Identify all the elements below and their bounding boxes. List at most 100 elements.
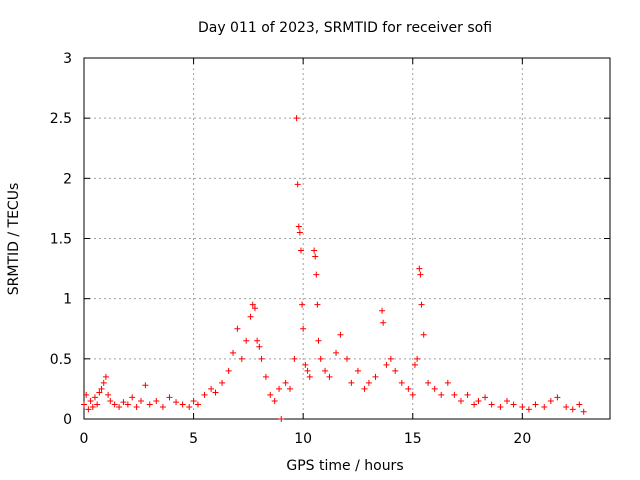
x-tick-label: 5 [189,431,198,447]
data-point [337,331,344,338]
data-point [438,391,445,398]
data-point [194,401,201,408]
data-point [519,403,526,410]
data-point [488,401,495,408]
data-point [312,253,319,260]
data-point [379,307,386,314]
data-point [91,394,98,401]
x-axis-label: GPS time / hours [286,458,403,474]
data-point [291,355,298,362]
data-point [282,379,289,386]
data-point [89,403,96,410]
data-point [333,349,340,356]
data-point [133,403,140,410]
data-point [81,401,87,408]
data-point [326,373,333,380]
y-axis: 0 0.5 1 1.5 2 2.5 3 [50,51,610,428]
data-point [94,401,101,408]
data-point [287,385,294,392]
data-point [405,385,412,392]
data-point [249,301,256,308]
data-point [107,397,114,404]
data-point [361,385,368,392]
data-point [398,379,405,386]
data-point [278,416,285,422]
data-point [98,385,105,392]
data-point [416,265,423,272]
chart-title: Day 011 of 2023, SRMTID for receiver sof… [198,20,492,36]
data-point [431,385,438,392]
data-point [102,373,109,380]
data-point [116,403,123,410]
data-point [271,397,278,404]
data-point [554,394,561,401]
data-point [230,349,237,356]
y-tick-label: 1.5 [50,232,72,248]
data-point [179,401,186,408]
data-point [153,397,160,404]
data-point [457,397,464,404]
data-point [444,379,451,386]
data-point [100,379,107,386]
data-point [105,391,112,398]
data-point [418,301,425,308]
plot-frame [83,57,611,420]
data-point [159,403,166,410]
data-point [354,367,361,374]
data-point [186,403,193,410]
data-point [525,406,532,413]
data-point [563,403,570,410]
data-point [120,399,127,406]
data-point [219,379,226,386]
data-point [314,301,321,308]
data-series-srmtid [81,115,587,422]
data-point [576,401,583,408]
y-tick-label: 0 [63,412,72,428]
data-point [510,401,517,408]
data-point [304,367,311,374]
data-point [344,355,350,362]
data-point [372,373,379,380]
y-tick-label: 3 [63,51,72,67]
data-point [380,319,387,326]
data-point [417,271,424,278]
data-point [313,271,320,278]
data-point [425,379,432,386]
data-point [243,337,250,344]
y-tick-label: 2.5 [50,111,72,127]
data-point [238,355,245,362]
data-point [414,355,421,362]
data-point [225,367,232,374]
data-point [96,389,103,396]
data-point [387,355,394,362]
data-point [276,385,283,392]
data-point [365,379,372,386]
y-tick-label: 2 [63,171,72,187]
data-point [299,301,306,308]
data-point [482,394,489,401]
data-point [251,305,258,312]
data-point [464,391,471,398]
data-point [142,382,149,389]
data-point [302,361,309,368]
data-point [532,401,539,408]
data-point [294,181,301,188]
data-point [295,223,302,230]
data-point [201,391,208,398]
x-tick-label: 15 [404,431,422,447]
data-point [411,361,418,368]
data-point [173,399,180,406]
data-point [256,343,263,350]
x-tick-label: 20 [513,431,531,447]
data-point [547,397,554,404]
data-point [569,406,576,413]
data-point [254,337,261,344]
data-point [580,408,587,415]
data-point [137,397,144,404]
y-axis-label: SRMTID / TECUs [6,183,22,296]
data-point [129,394,136,401]
data-point [306,373,313,380]
data-point [258,355,265,362]
data-point [497,403,504,410]
